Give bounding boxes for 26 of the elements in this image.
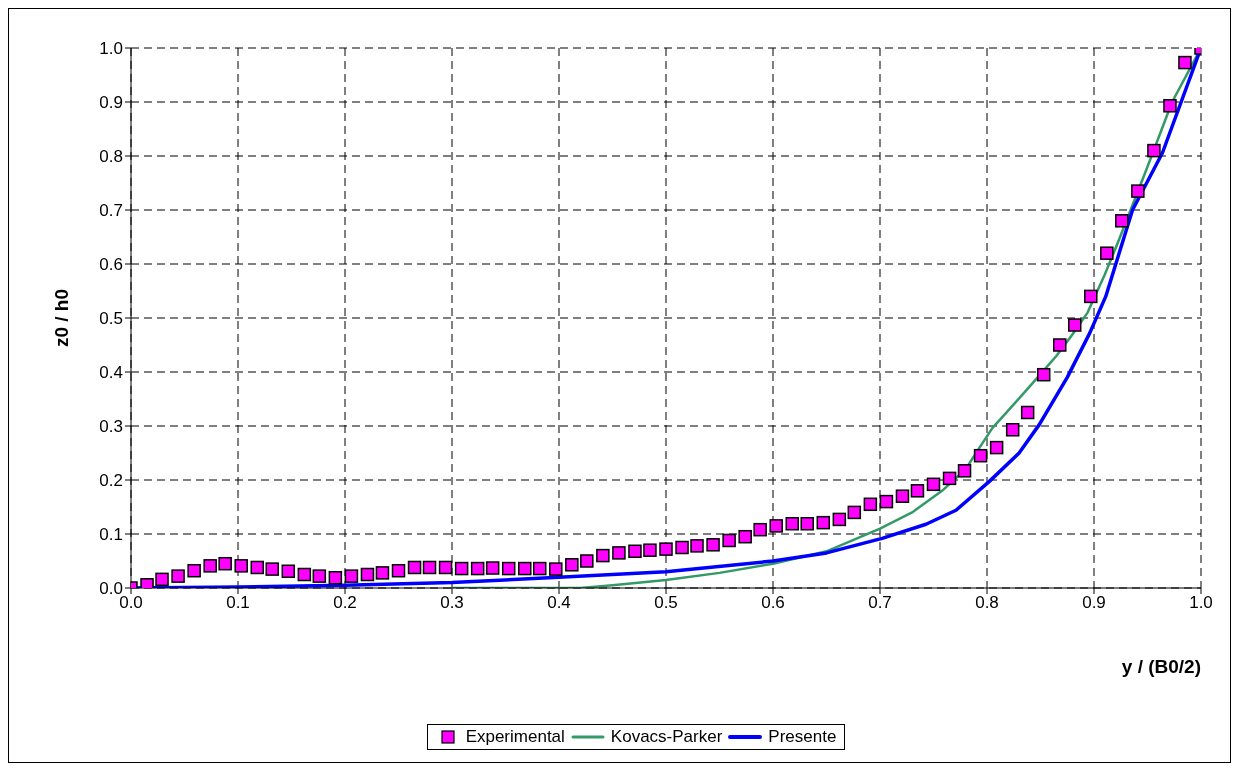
x-tick-label: 0.3 bbox=[440, 593, 464, 613]
y-tick-label: 0.8 bbox=[99, 147, 123, 167]
x-tick-label: 0.7 bbox=[868, 593, 892, 613]
y-tick-label: 0.3 bbox=[99, 417, 123, 437]
y-tick-label: 0.2 bbox=[99, 471, 123, 491]
x-tick-label: 0.2 bbox=[333, 593, 357, 613]
legend-label: Experimental bbox=[465, 727, 565, 747]
x-tick-label: 0.5 bbox=[654, 593, 678, 613]
x-axis-title: y / (B0/2) bbox=[1121, 656, 1201, 677]
y-tick-label: 0.1 bbox=[99, 525, 123, 545]
y-tick-label: 1.0 bbox=[99, 39, 123, 59]
x-tick-label: 1.0 bbox=[1189, 593, 1213, 613]
legend-label: Kovacs-Parker bbox=[610, 727, 723, 747]
y-axis-title: z0 / h0 bbox=[50, 288, 72, 348]
x-tick-label: 0.6 bbox=[761, 593, 785, 613]
y-tick-label: 0.5 bbox=[99, 309, 123, 329]
x-tick-label: 0.1 bbox=[226, 593, 250, 613]
x-tick-label: 0.0 bbox=[119, 593, 143, 613]
y-tick-label: 0.9 bbox=[99, 93, 123, 113]
x-tick-label: 0.4 bbox=[547, 593, 571, 613]
y-tick-label: 0.4 bbox=[99, 363, 123, 383]
x-tick-label: 0.8 bbox=[975, 593, 999, 613]
y-tick-label: 0.6 bbox=[99, 255, 123, 275]
x-tick-label: 0.9 bbox=[1082, 593, 1106, 613]
y-tick-label: 0.7 bbox=[99, 201, 123, 221]
legend-label: Presente bbox=[768, 727, 837, 747]
